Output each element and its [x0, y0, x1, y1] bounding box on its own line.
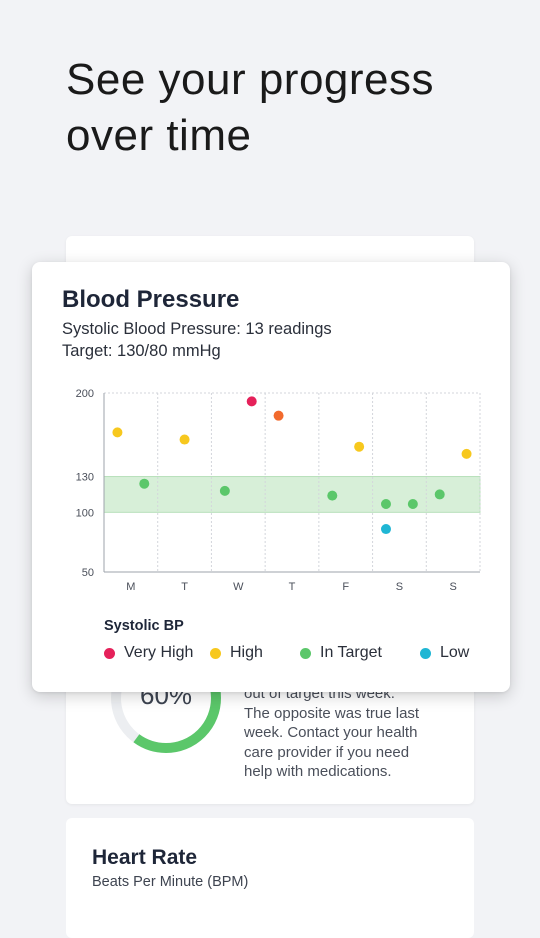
x-tick-label: S: [396, 581, 403, 593]
data-point: [139, 478, 150, 489]
page-headline: See your progress over time: [66, 52, 434, 164]
y-tick-label: 100: [76, 507, 94, 519]
data-point: [179, 434, 190, 445]
legend-label: In Target: [320, 644, 382, 661]
y-tick-label: 50: [82, 567, 94, 579]
target-band: [103, 476, 481, 513]
data-point: [381, 524, 391, 535]
legend-dot-icon: [210, 647, 221, 659]
target-value: Target: 130/80 mmHg: [62, 342, 221, 360]
heart-rate-subtitle: Beats Per Minute (BPM): [92, 874, 249, 890]
summary-text: out of target this week. The opposite wa…: [244, 684, 464, 782]
blood-pressure-subtitle: Systolic Blood Pressure: 13 readings Tar…: [62, 318, 332, 362]
data-point: [273, 410, 284, 421]
summary-text-line-3: care provider if you need: [244, 743, 410, 761]
x-tick-label: S: [449, 581, 456, 593]
x-tick-label: T: [289, 581, 296, 593]
data-point: [407, 498, 418, 509]
data-point: [112, 427, 123, 438]
legend-dot-icon: [104, 647, 115, 659]
legend-label: Low: [440, 644, 470, 661]
data-point: [354, 441, 365, 452]
data-point: [327, 490, 338, 501]
legend-item: In Target: [300, 644, 382, 662]
legend-label: Very High: [124, 644, 194, 661]
x-tick-label: T: [181, 581, 188, 593]
data-point: [381, 498, 391, 509]
data-point: [219, 485, 230, 496]
blood-pressure-title: Blood Pressure: [62, 286, 240, 313]
headline-line-2: over time: [66, 111, 252, 160]
summary-text-line-1: The opposite was true last: [244, 704, 420, 722]
chart-legend: Very High High In Target Low: [104, 644, 484, 664]
legend-item: Very High: [104, 644, 193, 662]
y-tick-label: 130: [76, 472, 94, 484]
legend-item: Low: [420, 644, 469, 662]
legend-dot-icon: [300, 647, 311, 659]
y-tick-label: 200: [76, 388, 94, 400]
legend-title: Systolic BP: [104, 618, 184, 634]
systolic-bp-chart: 200 130 100 50 M T W T F S S: [76, 388, 481, 593]
x-tick-label: W: [233, 581, 244, 593]
data-point: [246, 396, 257, 407]
data-point: [434, 489, 445, 500]
legend-dot-icon: [420, 647, 431, 659]
x-tick-label: F: [342, 581, 349, 593]
x-tick-label: M: [126, 581, 135, 593]
summary-text-line-2: week. Contact your health: [244, 724, 418, 741]
data-point: [461, 448, 472, 459]
legend-item: High: [210, 644, 263, 662]
readings-count: Systolic Blood Pressure: 13 readings: [62, 320, 332, 338]
heart-rate-title: Heart Rate: [92, 846, 198, 869]
summary-text-line-4: help with medications.: [244, 763, 392, 780]
legend-label: High: [230, 644, 263, 661]
headline-line-1: See your progress: [66, 55, 435, 104]
